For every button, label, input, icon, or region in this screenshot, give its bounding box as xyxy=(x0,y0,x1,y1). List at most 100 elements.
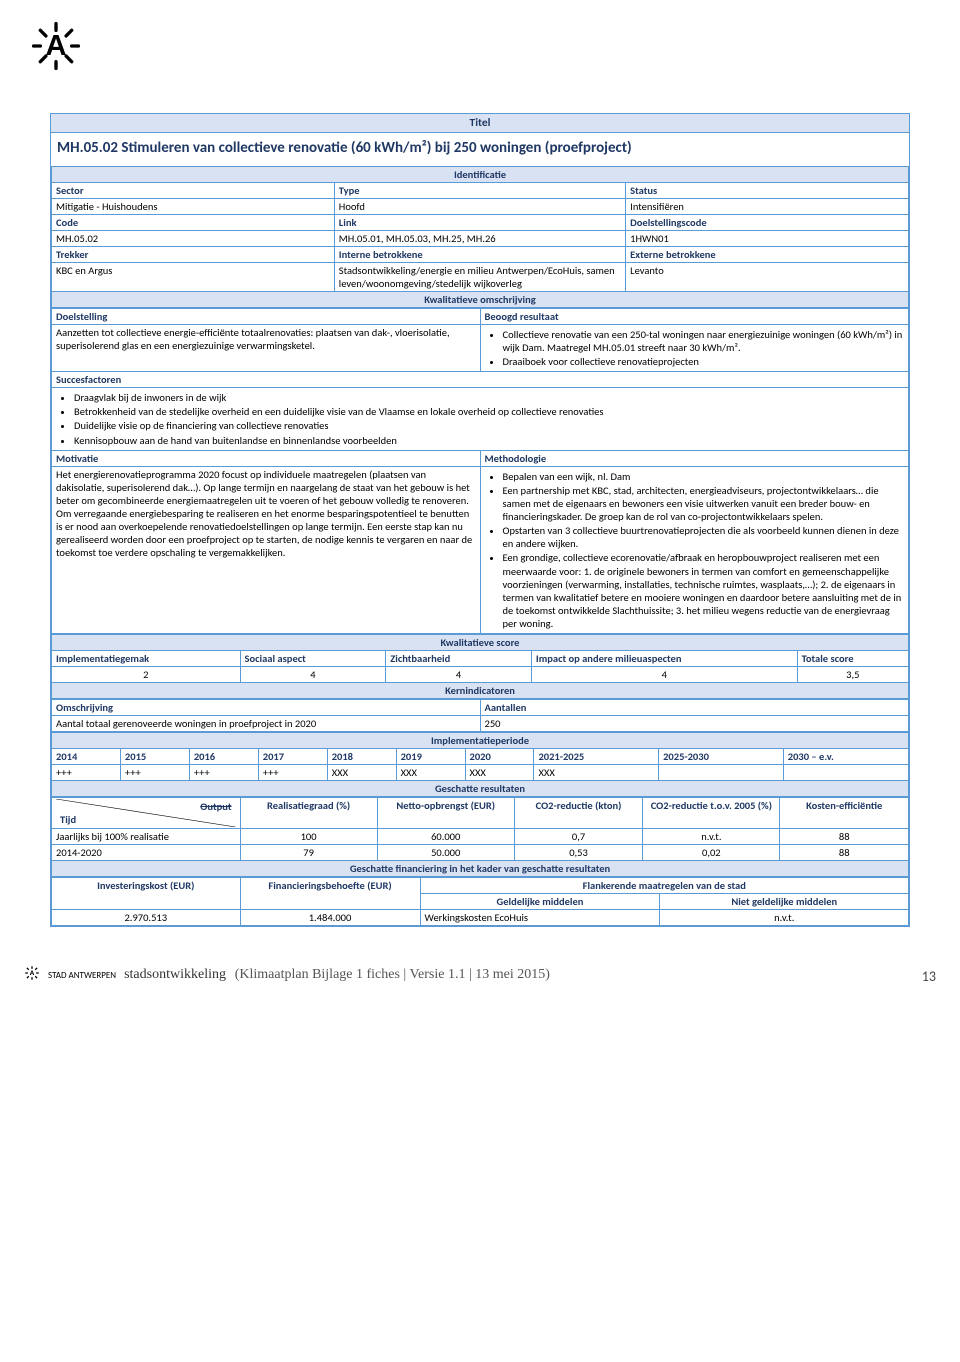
footer-doc: (Klimaatplan Bijlage 1 fiches | Versie 1… xyxy=(235,967,550,982)
impl-header: Implementatieperiode xyxy=(52,733,909,749)
status-value: Intensifiëren xyxy=(626,198,909,214)
impl-h: 2020 xyxy=(465,749,534,765)
impl-v: +++ xyxy=(120,765,189,781)
identificatie-table: Identificatie Sector Type Status Mitigat… xyxy=(51,166,909,308)
impl-v: +++ xyxy=(52,765,121,781)
succes-item: Kennisopbouw aan de hand van buitenlands… xyxy=(74,434,904,447)
code-label: Code xyxy=(52,214,335,230)
impl-h: 2030 – e.v. xyxy=(783,749,908,765)
beoogd-item: Collectieve renovatie van een 250-tal wo… xyxy=(503,328,905,354)
res-v: 79 xyxy=(240,845,377,861)
res-v: n.v.t. xyxy=(643,829,780,845)
method-label: Methodologie xyxy=(480,450,909,466)
geschres-header: Geschatte resultaten xyxy=(52,781,909,797)
res-v: 0,7 xyxy=(514,829,643,845)
page-footer: A STAD ANTWERPEN stadsontwikkeling (Klim… xyxy=(0,947,960,995)
interne-value: Stadsontwikkeling/energie en milieu Antw… xyxy=(334,262,625,291)
resultaten-table: Output Tijd Realisatiegraad (%) Netto-op… xyxy=(51,797,909,877)
footer-unit: stadsontwikkeling xyxy=(124,967,226,982)
main-title: MH.05.02 Stimuleren van collectieve reno… xyxy=(51,133,909,166)
impl-h: 2017 xyxy=(258,749,327,765)
impl-v: XXX xyxy=(465,765,534,781)
score-v: 2 xyxy=(52,667,241,683)
link-value: MH.05.01, MH.05.03, MH.25, MH.26 xyxy=(334,230,625,246)
doelcode-value: 1HWN01 xyxy=(626,230,909,246)
res-h: Netto-opbrengst (EUR) xyxy=(377,798,514,829)
fin-v: n.v.t. xyxy=(660,910,909,926)
impl-v xyxy=(783,765,908,781)
fin-h: Geldelijke middelen xyxy=(420,894,660,910)
footer-logo-icon: A xyxy=(24,965,40,985)
doel-table: Doelstelling Beoogd resultaat Aanzetten … xyxy=(51,308,909,634)
aant-value: 250 xyxy=(480,716,909,732)
doelcode-label: Doelstellingscode xyxy=(626,214,909,230)
impl-h: 2025-2030 xyxy=(659,749,784,765)
score-header: Kwalitatieve score xyxy=(52,635,909,651)
externe-label: Externe betrokkene xyxy=(626,246,909,262)
fin-h: Flankerende maatregelen van de stad xyxy=(420,878,909,894)
res-v: 88 xyxy=(780,845,909,861)
score-v: 4 xyxy=(240,667,386,683)
omschr-text: Aantal totaal gerenoveerde woningen in p… xyxy=(52,716,481,732)
type-label: Type xyxy=(334,182,625,198)
res-rowlbl: 2014-2020 xyxy=(52,845,241,861)
diag-output: Output xyxy=(200,800,231,813)
succes-item: Draagvlak bij de inwoners in de wijk xyxy=(74,391,904,404)
fin-v: Werkingskosten EcoHuis xyxy=(420,910,660,926)
method-item: Een grondige, collectieve ecorenovatie/a… xyxy=(503,551,905,630)
fin-header: Geschatte financiering in het kader van … xyxy=(52,861,909,877)
kernind-header: Kernindicatoren xyxy=(52,683,909,699)
succes-item: Betrokkenheid van de stedelijke overheid… xyxy=(74,405,904,418)
res-h: CO2-reductie (kton) xyxy=(514,798,643,829)
score-table: Kwalitatieve score Implementatiegemak So… xyxy=(51,634,909,699)
sector-label: Sector xyxy=(52,182,335,198)
score-h: Implementatiegemak xyxy=(52,651,241,667)
score-v: 4 xyxy=(531,667,797,683)
impl-h: 2018 xyxy=(327,749,396,765)
impl-v: XXX xyxy=(396,765,465,781)
trekker-value: KBC en Argus xyxy=(52,262,335,291)
impl-v: XXX xyxy=(327,765,396,781)
trekker-label: Trekker xyxy=(52,246,335,262)
score-h: Totale score xyxy=(797,651,908,667)
score-v: 3,5 xyxy=(797,667,908,683)
fin-h: Niet geldelijke middelen xyxy=(660,894,909,910)
score-h: Sociaal aspect xyxy=(240,651,386,667)
beoogd-list: Collectieve renovatie van een 250-tal wo… xyxy=(480,324,909,371)
link-label: Link xyxy=(334,214,625,230)
type-value: Hoofd xyxy=(334,198,625,214)
fin-v: 1.484.000 xyxy=(240,910,420,926)
motivatie-text: Het energierenovatieprogramma 2020 focus… xyxy=(52,466,481,634)
res-h: Kosten-efficiëntie xyxy=(780,798,909,829)
externe-value: Levanto xyxy=(626,262,909,291)
method-list: Bepalen van een wijk, nl. Dam Een partne… xyxy=(480,466,909,634)
score-h: Impact op andere milieuaspecten xyxy=(531,651,797,667)
svg-text:A: A xyxy=(45,30,66,62)
omschr-label: Omschrijving xyxy=(52,700,481,716)
impl-v: +++ xyxy=(189,765,258,781)
fin-v: 2.970.513 xyxy=(52,910,241,926)
city-logo: A xyxy=(0,0,960,77)
kwal-omschr-header: Kwalitatieve omschrijving xyxy=(52,291,909,307)
impl-h: 2019 xyxy=(396,749,465,765)
code-value: MH.05.02 xyxy=(52,230,335,246)
status-label: Status xyxy=(626,182,909,198)
impl-h: 2015 xyxy=(120,749,189,765)
page-number: 13 xyxy=(922,968,936,985)
sector-value: Mitigatie - Huishoudens xyxy=(52,198,335,214)
fin-h: Investeringskost (EUR) xyxy=(52,878,241,910)
fiche-container: Titel MH.05.02 Stimuleren van collectiev… xyxy=(50,113,910,927)
motivatie-label: Motivatie xyxy=(52,450,481,466)
res-v: 0,02 xyxy=(643,845,780,861)
titel-header: Titel xyxy=(51,114,909,133)
method-item: Bepalen van een wijk, nl. Dam xyxy=(503,470,905,483)
res-rowlbl: Jaarlijks bij 100% realisatie xyxy=(52,829,241,845)
impl-v xyxy=(659,765,784,781)
method-item: Opstarten van 3 collectieve buurtrenovat… xyxy=(503,524,905,550)
diag-tijd: Tijd xyxy=(60,813,76,826)
fin-table: Investeringskost (EUR) Financieringsbeho… xyxy=(51,877,909,926)
res-v: 100 xyxy=(240,829,377,845)
succes-list: Draagvlak bij de inwoners in de wijk Bet… xyxy=(52,388,909,451)
doelstelling-text: Aanzetten tot collectieve energie-effici… xyxy=(52,324,481,371)
fin-h: Financieringsbehoefte (EUR) xyxy=(240,878,420,910)
